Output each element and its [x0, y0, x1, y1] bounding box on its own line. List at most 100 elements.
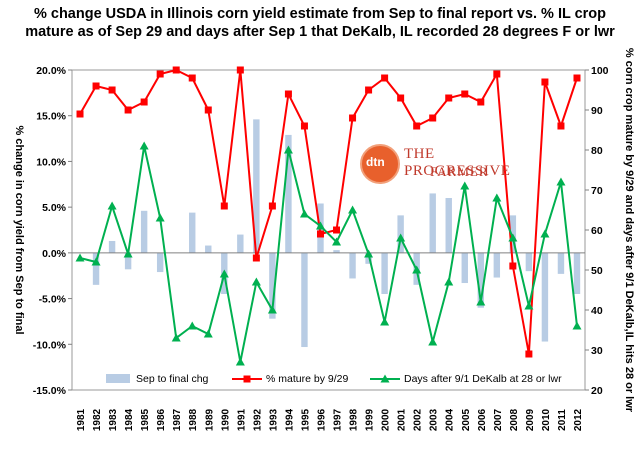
- left-tick-label: -10.0%: [33, 339, 67, 351]
- bar-sep-to-final: [285, 134, 292, 253]
- bar-sep-to-final: [381, 252, 388, 294]
- x-tick-label: 1982: [92, 408, 103, 431]
- point-days-after: [508, 233, 518, 242]
- point-pct-mature: [108, 86, 116, 94]
- x-tick-label: 1990: [220, 408, 231, 431]
- bar-sep-to-final: [140, 210, 148, 253]
- x-axis-ticks: 1981 1982 1983 1984 1985 1986 1987 1988 1989 1990…: [76, 408, 584, 431]
- logo-circle-text: dtn: [366, 155, 385, 169]
- bar-sep-to-final: [301, 252, 308, 348]
- bar-sep-to-final: [92, 252, 100, 285]
- bar-sep-to-final: [333, 250, 340, 253]
- x-tick-label: 2002: [413, 408, 424, 431]
- bar-sep-to-final: [493, 252, 501, 278]
- point-pct-mature: [477, 98, 485, 106]
- point-pct-mature: [188, 74, 196, 82]
- point-days-after: [460, 181, 470, 190]
- x-tick-label: 2001: [397, 408, 408, 431]
- lines-layer: [75, 66, 582, 366]
- point-pct-mature: [397, 94, 405, 102]
- point-days-after: [444, 277, 454, 286]
- x-tick-label: 2009: [525, 408, 536, 431]
- right-tick-label: 40: [591, 305, 603, 317]
- point-pct-mature: [557, 122, 565, 130]
- bar-sep-to-final: [108, 240, 116, 253]
- point-days-after: [251, 277, 261, 286]
- point-days-after: [556, 177, 566, 186]
- legend-swatch-bar: [106, 374, 130, 383]
- y-axis-label-right: % corn crop mature by 9/29 and days afte…: [623, 48, 635, 413]
- point-pct-mature: [252, 254, 260, 262]
- plot-area: [71, 69, 586, 391]
- x-tick-label: 2010: [541, 408, 552, 431]
- x-tick-label: 1998: [349, 408, 360, 431]
- bar-sep-to-final: [573, 252, 581, 294]
- right-axis-ticks: 20 30 40 50 60 70 80 90 100: [585, 65, 609, 397]
- point-pct-mature: [445, 94, 453, 102]
- bar-sep-to-final: [557, 252, 565, 274]
- point-days-after: [428, 337, 438, 346]
- right-tick-label: 30: [591, 345, 603, 357]
- point-pct-mature: [316, 230, 324, 238]
- x-tick-label: 2011: [557, 409, 568, 431]
- left-tick-label: -15.0%: [33, 385, 67, 397]
- point-days-after: [572, 321, 582, 330]
- logo-brand-top: THE PROGRESSIVE: [404, 146, 511, 179]
- x-tick-label: 1987: [172, 408, 183, 431]
- x-tick-label: 1994: [284, 408, 295, 431]
- x-tick-label: 2012: [573, 408, 584, 431]
- series-line-days-after: [79, 145, 578, 363]
- bar-sep-to-final: [429, 193, 436, 253]
- legend-swatch-red-marker: [243, 375, 251, 383]
- point-days-after: [171, 333, 181, 342]
- point-days-after: [283, 145, 293, 154]
- point-pct-mature: [333, 226, 341, 234]
- x-tick-label: 1996: [316, 408, 327, 431]
- logo-brand-bottom: FARMER: [430, 164, 489, 179]
- point-days-after: [235, 357, 245, 366]
- x-tick-label: 1985: [140, 408, 151, 431]
- point-pct-mature: [461, 90, 469, 98]
- right-tick-label: 50: [591, 265, 603, 277]
- point-pct-mature: [92, 82, 100, 90]
- point-days-after: [187, 321, 197, 330]
- point-days-after: [155, 213, 165, 222]
- x-tick-label: 1992: [252, 408, 263, 431]
- right-tick-label: 20: [591, 385, 603, 397]
- bar-sep-to-final: [541, 252, 549, 342]
- point-days-after: [492, 193, 502, 202]
- legend-swatch-green-marker: [380, 374, 390, 383]
- bar-sep-to-final: [477, 252, 485, 308]
- bar-sep-to-final: [445, 198, 452, 253]
- point-pct-mature: [236, 66, 244, 74]
- point-days-after: [540, 229, 550, 238]
- point-days-after: [139, 141, 149, 150]
- bar-sep-to-final: [525, 252, 533, 272]
- legend: Sep to final chg % mature by 9/29 Days aft…: [106, 373, 562, 385]
- x-tick-label: 2007: [493, 408, 504, 431]
- right-tick-label: 90: [591, 105, 603, 117]
- chart-title: % change USDA in Illinois corn yield est…: [25, 6, 615, 40]
- right-tick-label: 60: [591, 225, 603, 237]
- right-tick-label: 70: [591, 185, 603, 197]
- x-tick-label: 1997: [333, 408, 344, 431]
- y-axis-label-left: % change in corn yield from Sep to final: [13, 125, 25, 334]
- legend-label-red: % mature by 9/29: [266, 373, 348, 385]
- point-pct-mature: [493, 70, 501, 78]
- point-pct-mature: [573, 74, 581, 82]
- point-days-after: [524, 301, 534, 310]
- x-tick-label: 1984: [124, 408, 135, 431]
- right-tick-label: 80: [591, 145, 603, 157]
- point-days-after: [123, 249, 133, 258]
- point-pct-mature: [220, 202, 228, 210]
- point-pct-mature: [365, 86, 373, 94]
- bar-sep-to-final: [269, 252, 276, 319]
- point-days-after: [396, 233, 406, 242]
- right-tick-label: 100: [591, 65, 609, 77]
- bar-sep-to-final: [205, 245, 212, 253]
- left-tick-label: 10.0%: [36, 156, 66, 168]
- bar-sep-to-final: [189, 212, 196, 253]
- point-pct-mature: [300, 122, 308, 130]
